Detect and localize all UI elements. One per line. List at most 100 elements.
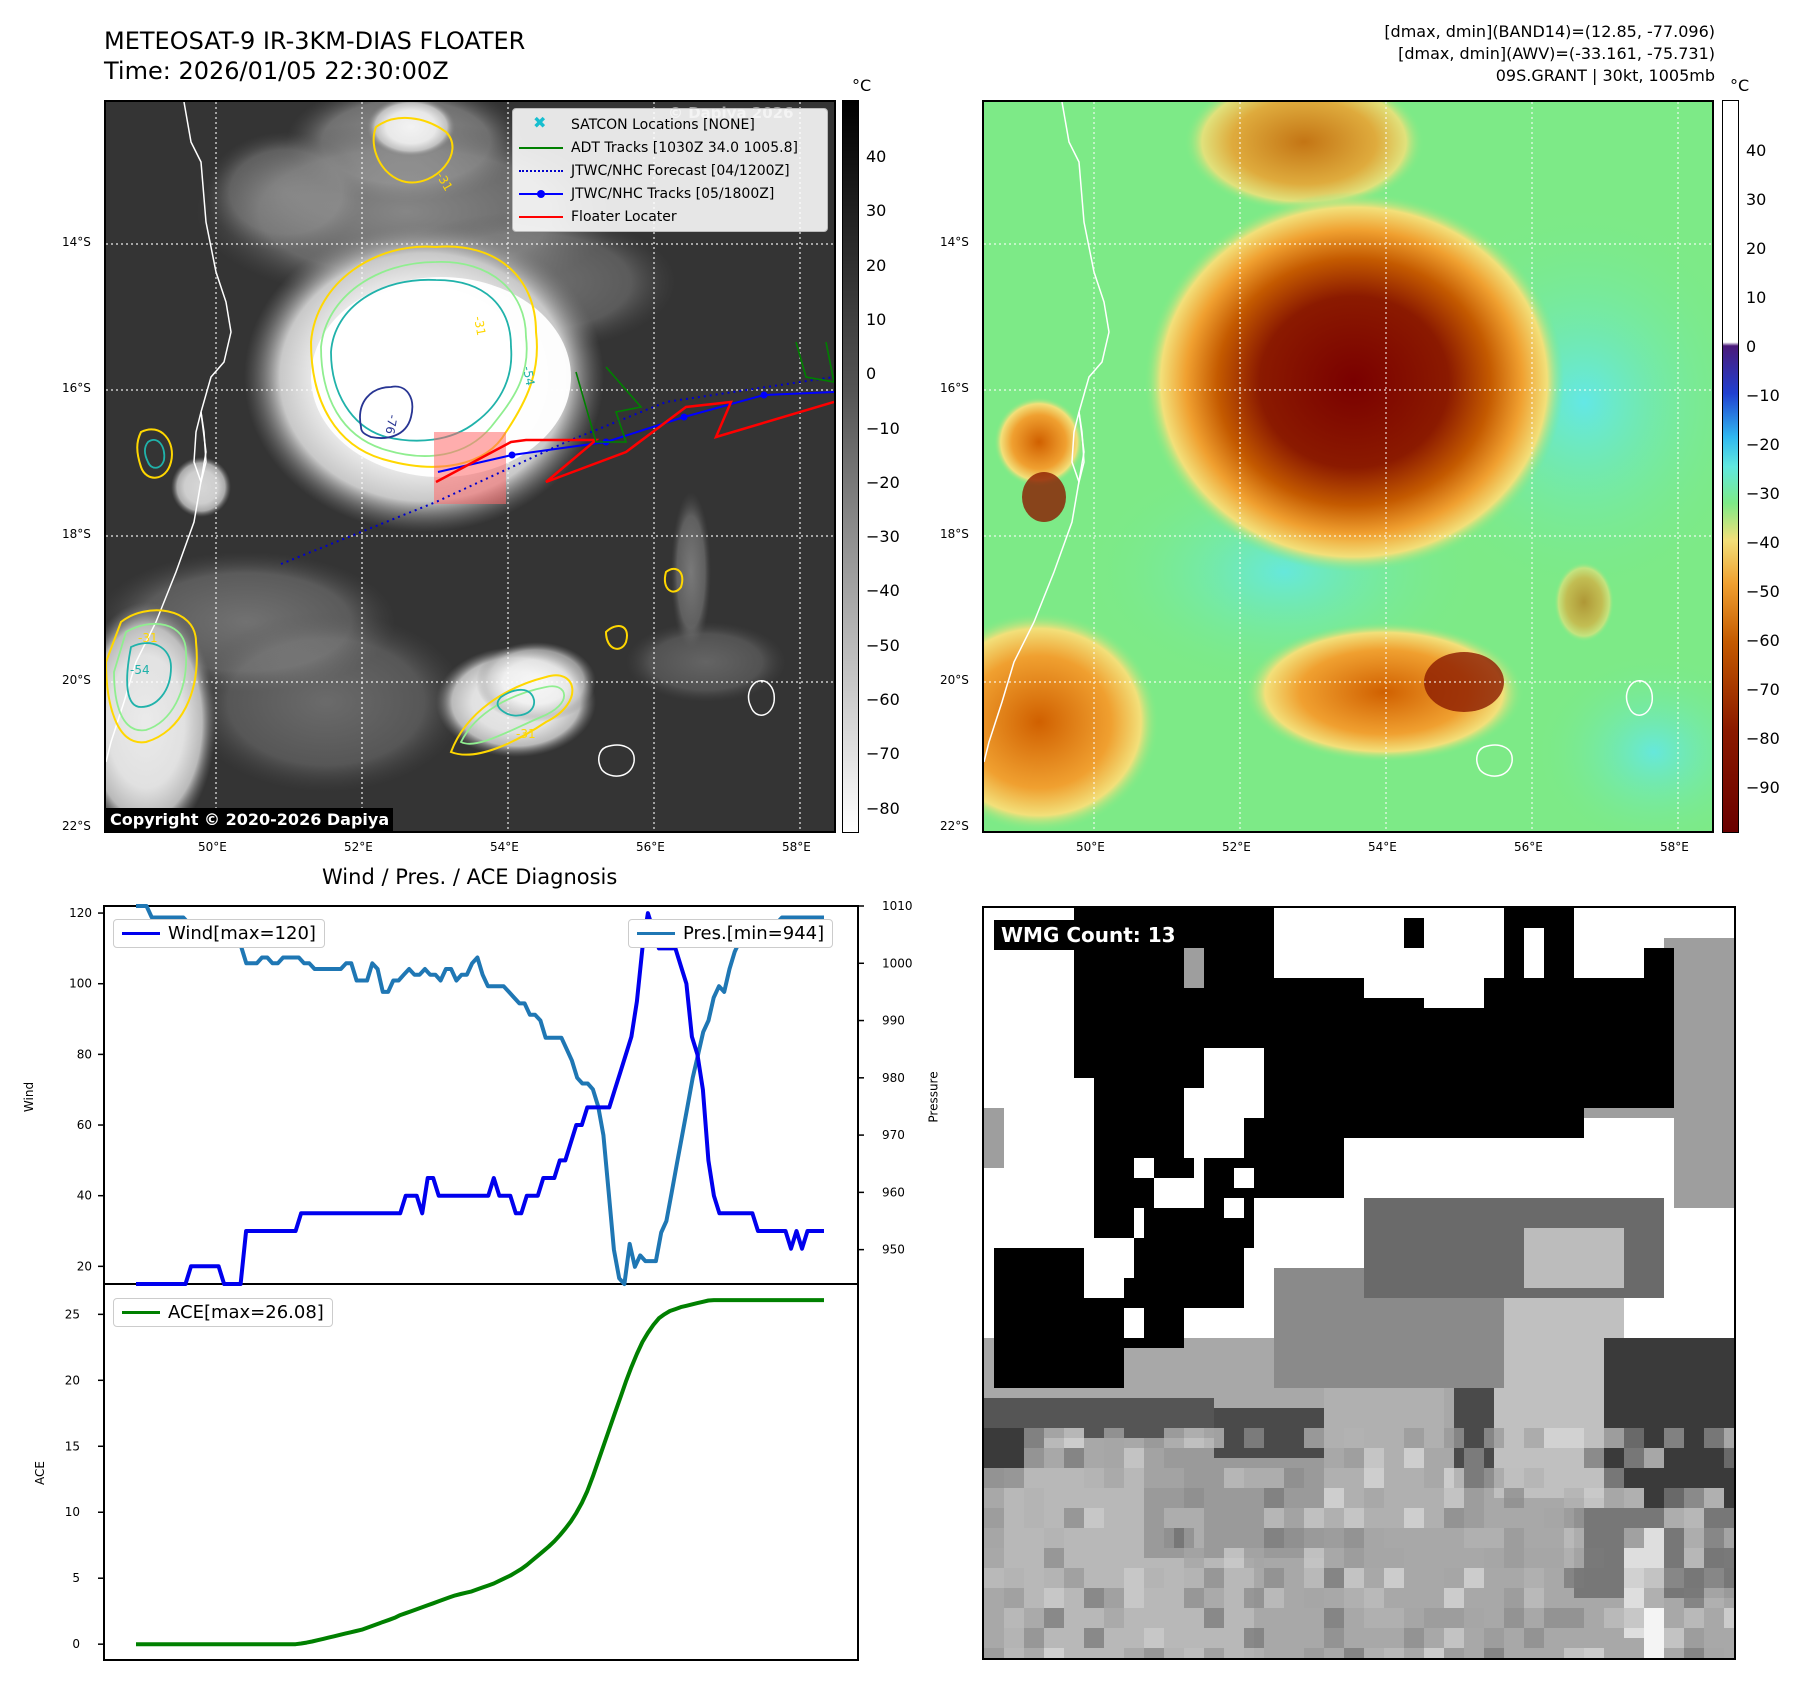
wmg-pixel [1604, 1488, 1624, 1508]
awv-colorbar-tick: −40 [1746, 533, 1780, 552]
dotted-line-swatch-icon [519, 165, 563, 177]
wmg-pixel [1724, 1548, 1734, 1568]
awv-colorbar-tick: 0 [1746, 337, 1757, 356]
wmg-pixel [1444, 1628, 1464, 1648]
wmg-pixel [1344, 1508, 1364, 1528]
wmg-pixel [1604, 1428, 1624, 1448]
wmg-pixel [1364, 1588, 1384, 1608]
contour-label: -31 [516, 727, 536, 741]
legend-label: JTWC/NHC Tracks [05/1800Z] [571, 185, 775, 202]
wmg-pixel [1084, 1628, 1104, 1648]
ir-colorbar-tick: −50 [866, 635, 900, 655]
ir-colorbar-tick: −20 [866, 472, 900, 492]
ace-axis-tick: 25 [65, 1307, 80, 1321]
wmg-pixel [1564, 1568, 1584, 1588]
wind-axis-tick: 80 [77, 1047, 92, 1061]
wmg-pixel [1044, 1548, 1064, 1568]
wmg-pixel [1184, 1488, 1204, 1508]
chart-frame [103, 905, 859, 1661]
wmg-pixel [1004, 1568, 1024, 1588]
wmg-pixel-map: WMG Count: 13 [982, 906, 1736, 1660]
wmg-pixel [1524, 1628, 1544, 1648]
wmg-pixel [1584, 1488, 1604, 1508]
wind-axis-tick: 20 [77, 1259, 92, 1273]
wmg-pixel [1564, 1608, 1584, 1628]
wmg-pixel [1004, 1628, 1024, 1648]
awv-lon-label: 56°E [1514, 840, 1543, 854]
wmg-pixel [1564, 1528, 1584, 1548]
wmg-pixel [1624, 1608, 1644, 1628]
ace-axis-tick: 5 [72, 1571, 80, 1585]
wmg-pixel [1464, 1468, 1484, 1488]
wind-legend-swatch [122, 932, 160, 935]
wmg-pixel [1684, 1488, 1704, 1508]
wmg-pixel [1504, 1468, 1524, 1488]
ir-lat-label: 20°S [62, 673, 91, 687]
wmg-pixel [1444, 1508, 1464, 1528]
contour-label: -31 [138, 631, 158, 645]
ir-lat-label: 14°S [62, 235, 91, 249]
ir-lon-label: 56°E [636, 840, 665, 854]
wmg-pixel [1244, 1588, 1264, 1608]
wmg-pixel [1244, 1648, 1264, 1658]
ir-colorbar-tick: −30 [866, 527, 900, 547]
awv-water-vapor-map [982, 100, 1714, 833]
wind-line [136, 911, 824, 1286]
legend-label: Floater Locater [571, 208, 677, 225]
wmg-pixel [1464, 1568, 1484, 1588]
wmg-pixel [1684, 1648, 1704, 1658]
wmg-pixel [1664, 1428, 1684, 1448]
wmg-pixel [1724, 1588, 1734, 1608]
ir-satellite-map: -31 -54 -76 -31 -31 -54 -31 © Dapiya 202… [104, 100, 836, 833]
line-swatch-icon [519, 142, 563, 154]
wmg-pixel [1404, 1608, 1424, 1628]
wmg-pixel [1564, 1548, 1584, 1568]
wmg-pixel [1344, 1428, 1364, 1448]
wmg-pixel [1344, 1568, 1364, 1588]
wmg-pixel [1704, 1428, 1724, 1448]
wmg-pixel [984, 1648, 1004, 1658]
awv-colorbar-tick: 20 [1746, 239, 1767, 258]
wmg-pixel [1204, 1468, 1224, 1488]
wmg-pixel [1184, 1568, 1204, 1588]
wmg-pixel [1064, 1508, 1084, 1528]
wmg-pixel [1104, 1448, 1124, 1468]
wmg-pixel [1044, 1428, 1064, 1448]
wmg-pixel [1524, 1548, 1544, 1568]
wmg-pixel [1524, 1428, 1544, 1448]
wmg-count-badge: WMG Count: 13 [994, 920, 1183, 950]
wmg-pixel [1304, 1588, 1324, 1608]
wmg-pixel [1044, 1588, 1064, 1608]
wmg-pixel [1164, 1528, 1184, 1548]
wmg-pixel [1084, 1508, 1104, 1528]
wmg-pixel [1124, 1648, 1144, 1658]
pressure-axis-tick: 1010 [882, 899, 913, 913]
wmg-pixel [1144, 1468, 1164, 1488]
wmg-pixel [1244, 1428, 1264, 1448]
pressure-legend-swatch [637, 932, 675, 935]
wmg-pixel [1664, 1568, 1684, 1588]
wmg-pixel [1444, 1588, 1464, 1608]
wmg-pixel [1384, 1648, 1404, 1658]
wmg-pixel [1024, 1628, 1044, 1648]
awv-colorbar-tick: −20 [1746, 435, 1780, 454]
wmg-pixel [1284, 1468, 1304, 1488]
ir-colorbar-tick: 40 [866, 147, 887, 166]
wind-axis-tick: 60 [77, 1118, 92, 1132]
wmg-pixel [1124, 1448, 1144, 1468]
wmg-pixel [1464, 1528, 1484, 1548]
wmg-pixel [1304, 1428, 1324, 1448]
wmg-pixel [1564, 1488, 1584, 1508]
wmg-pixel [1524, 1568, 1544, 1588]
wmg-pixel [1184, 1528, 1204, 1548]
x-marker-icon: ✖ [533, 112, 547, 132]
wmg-pixel [1424, 1448, 1444, 1468]
wind-axis-tick: 120 [69, 906, 92, 920]
wmg-pixel [1644, 1568, 1664, 1588]
wmg-pixel [1044, 1608, 1064, 1628]
wmg-pixel [1344, 1648, 1364, 1658]
wmg-pixel [1704, 1488, 1724, 1508]
awv-colorbar-unit: °C [1730, 76, 1750, 95]
wmg-pixel [1004, 1588, 1024, 1608]
wmg-pixel [1504, 1548, 1524, 1568]
